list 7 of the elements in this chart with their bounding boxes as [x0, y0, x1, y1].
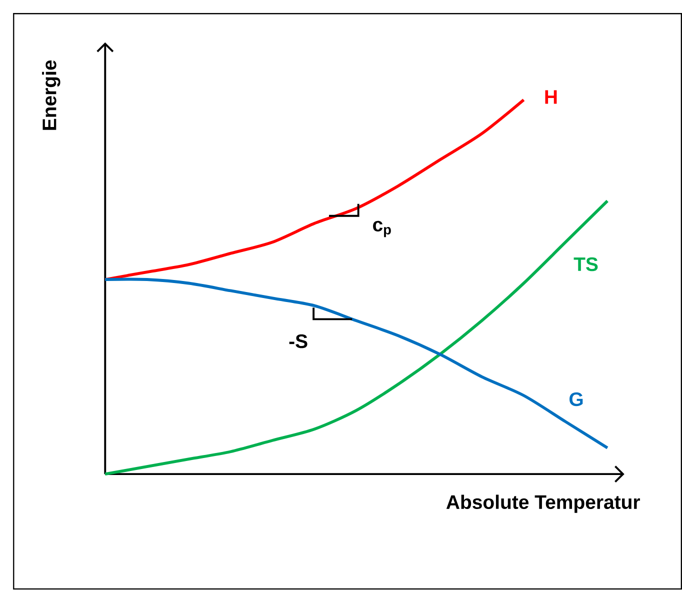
x-axis-title: Absolute Temperatur	[446, 494, 640, 514]
series-label: H	[545, 90, 557, 104]
series-label: TS	[574, 258, 598, 272]
annotation: c$_{p}$	[373, 221, 391, 238]
series-label: G	[570, 392, 583, 406]
annotation: -S	[289, 334, 308, 348]
y-axis-title: Energie	[42, 60, 60, 130]
